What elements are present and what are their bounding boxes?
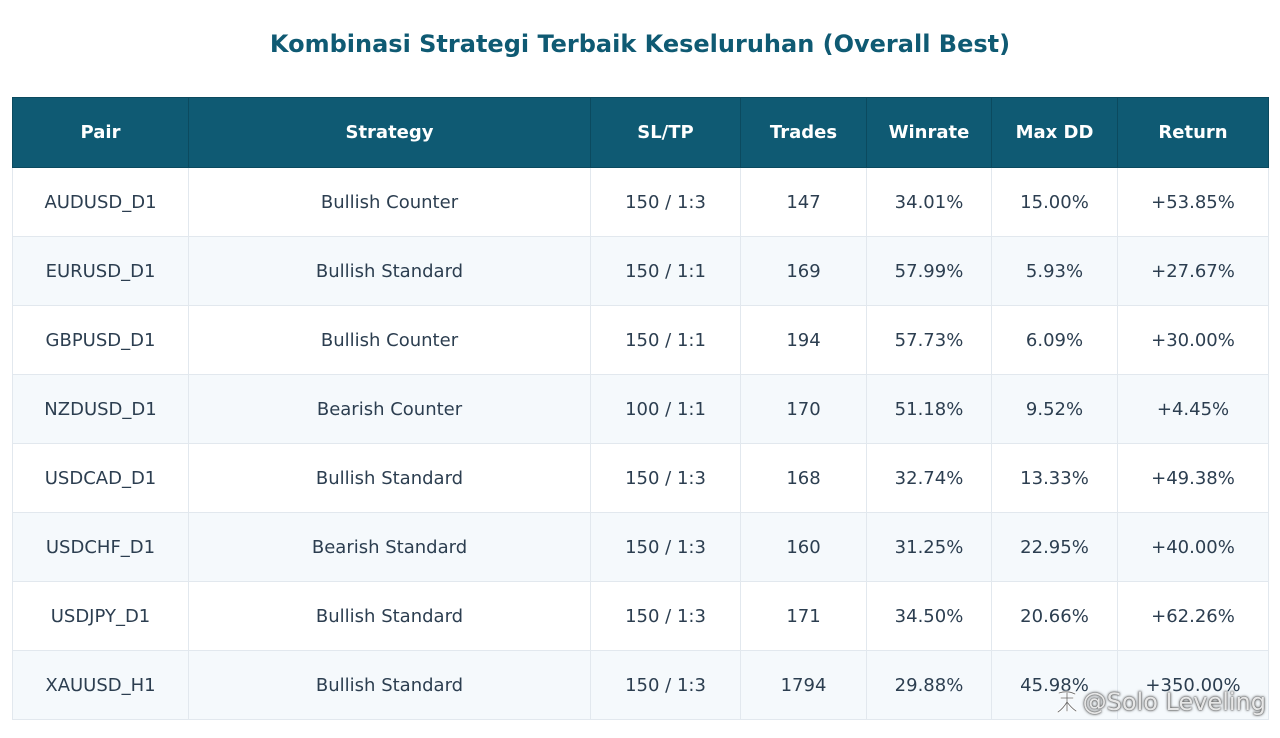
cell-max-dd: 45.98%	[991, 650, 1118, 720]
cell-sl-tp: 100 / 1:1	[590, 374, 741, 444]
cell-trades: 1794	[740, 650, 867, 720]
cell-strategy: Bullish Standard	[188, 236, 591, 306]
cell-strategy: Bullish Counter	[188, 305, 591, 375]
cell-return: +27.67%	[1117, 236, 1269, 306]
cell-max-dd: 15.00%	[991, 167, 1118, 237]
cell-strategy: Bearish Standard	[188, 512, 591, 582]
header-pair: Pair	[12, 97, 189, 168]
cell-winrate: 32.74%	[866, 443, 992, 513]
cell-strategy: Bullish Standard	[188, 581, 591, 651]
watermark: @Solo Leveling	[1055, 688, 1266, 716]
table-row: USDCAD_D1 Bullish Standard 150 / 1:3 168 32.…	[12, 443, 1269, 513]
cell-return: +40.00%	[1117, 512, 1269, 582]
header-strategy: Strategy	[188, 97, 591, 168]
table-row: EURUSD_D1 Bullish Standard 150 / 1:1 169 57.…	[12, 236, 1269, 306]
cell-winrate: 31.25%	[866, 512, 992, 582]
table-row: NZDUSD_D1 Bearish Counter 100 / 1:1 170 51.1…	[12, 374, 1269, 444]
cell-winrate: 34.50%	[866, 581, 992, 651]
cell-sl-tp: 150 / 1:3	[590, 512, 741, 582]
table-body: AUDUSD_D1 Bullish Counter 150 / 1:3 147 34.0…	[12, 167, 1269, 720]
header-max-dd: Max DD	[991, 97, 1118, 168]
cell-winrate: 34.01%	[866, 167, 992, 237]
cell-trades: 168	[740, 443, 867, 513]
cell-max-dd: 5.93%	[991, 236, 1118, 306]
cell-max-dd: 13.33%	[991, 443, 1118, 513]
zhihu-logo-icon	[1055, 689, 1079, 715]
cell-trades: 170	[740, 374, 867, 444]
page-title: Kombinasi Strategi Terbaik Keseluruhan (…	[269, 30, 1011, 58]
cell-return: +53.85%	[1117, 167, 1269, 237]
cell-sl-tp: 150 / 1:1	[590, 305, 741, 375]
cell-sl-tp: 150 / 1:3	[590, 650, 741, 720]
cell-pair: USDJPY_D1	[12, 581, 189, 651]
cell-return: +350.00%	[1117, 650, 1269, 720]
cell-strategy: Bullish Standard	[188, 650, 591, 720]
cell-trades: 194	[740, 305, 867, 375]
cell-return: +62.26%	[1117, 581, 1269, 651]
header-return: Return	[1117, 97, 1269, 168]
cell-max-dd: 20.66%	[991, 581, 1118, 651]
header-trades: Trades	[740, 97, 867, 168]
cell-sl-tp: 150 / 1:1	[590, 236, 741, 306]
cell-sl-tp: 150 / 1:3	[590, 167, 741, 237]
cell-strategy: Bullish Counter	[188, 167, 591, 237]
cell-pair: XAUUSD_H1	[12, 650, 189, 720]
table-header: Pair Strategy SL/TP Trades Winrate Max D…	[12, 97, 1269, 168]
cell-winrate: 57.73%	[866, 305, 992, 375]
cell-winrate: 57.99%	[866, 236, 992, 306]
cell-strategy: Bullish Standard	[188, 443, 591, 513]
cell-sl-tp: 150 / 1:3	[590, 581, 741, 651]
cell-pair: GBPUSD_D1	[12, 305, 189, 375]
cell-return: +4.45%	[1117, 374, 1269, 444]
cell-pair: NZDUSD_D1	[12, 374, 189, 444]
cell-pair: AUDUSD_D1	[12, 167, 189, 237]
cell-trades: 147	[740, 167, 867, 237]
results-table: Pair Strategy SL/TP Trades Winrate Max D…	[12, 97, 1269, 720]
cell-trades: 160	[740, 512, 867, 582]
header-sl-tp: SL/TP	[590, 97, 741, 168]
table-row: XAUUSD_H1 Bullish Standard 150 / 1:3 1794 29…	[12, 650, 1269, 720]
cell-sl-tp: 150 / 1:3	[590, 443, 741, 513]
cell-return: +49.38%	[1117, 443, 1269, 513]
cell-return: +30.00%	[1117, 305, 1269, 375]
cell-trades: 171	[740, 581, 867, 651]
table-row: USDJPY_D1 Bullish Standard 150 / 1:3 171 34.…	[12, 581, 1269, 651]
cell-max-dd: 22.95%	[991, 512, 1118, 582]
table-row: AUDUSD_D1 Bullish Counter 150 / 1:3 147 34.0…	[12, 167, 1269, 237]
cell-strategy: Bearish Counter	[188, 374, 591, 444]
cell-pair: USDCHF_D1	[12, 512, 189, 582]
header-row: Pair Strategy SL/TP Trades Winrate Max D…	[12, 97, 1269, 168]
table-row: USDCHF_D1 Bearish Standard 150 / 1:3 160 31.…	[12, 512, 1269, 582]
cell-winrate: 29.88%	[866, 650, 992, 720]
cell-trades: 169	[740, 236, 867, 306]
cell-max-dd: 9.52%	[991, 374, 1118, 444]
cell-max-dd: 6.09%	[991, 305, 1118, 375]
header-winrate: Winrate	[866, 97, 992, 168]
table-row: GBPUSD_D1 Bullish Counter 150 / 1:1 194 57.7…	[12, 305, 1269, 375]
cell-pair: USDCAD_D1	[12, 443, 189, 513]
cell-pair: EURUSD_D1	[12, 236, 189, 306]
watermark-text: @Solo Leveling	[1082, 688, 1266, 716]
cell-winrate: 51.18%	[866, 374, 992, 444]
